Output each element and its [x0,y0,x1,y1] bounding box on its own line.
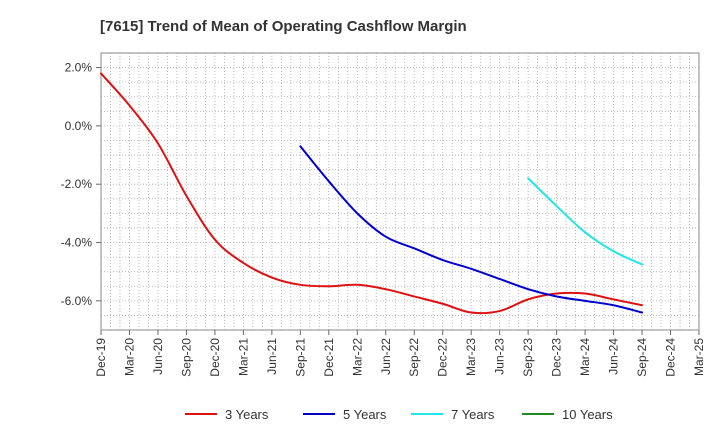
y-tick-label: 2.0% [65,61,93,75]
legend-label: 5 Years [343,407,387,422]
x-tick-label: Sep-23 [521,338,535,377]
series-line-5-years [299,145,644,314]
y-tick-label: -2.0% [61,177,93,191]
y-tick-label: -6.0% [61,294,93,308]
x-tick-label: Dec-19 [94,338,108,377]
x-tick-label: Sep-20 [179,338,193,377]
legend-label: 7 Years [451,407,495,422]
x-tick-label: Dec-20 [208,338,222,377]
series-line-3-years [100,72,644,315]
legend-label: 10 Years [562,407,613,422]
legend: 3 Years 5 Years 7 Years 10 Years [185,407,613,422]
x-axis: Dec-19 Mar-20 Jun-20 Sep-20 Dec-20 Mar-21 Jun-… [94,330,706,377]
x-tick-label: Jun-20 [151,338,165,375]
y-tick-label: 0.0% [65,119,93,133]
x-tick-label: Jun-23 [493,338,507,375]
plot-frame [100,52,700,331]
x-tick-label: Dec-21 [322,338,336,377]
x-tick-label: Jun-24 [607,338,621,375]
y-tick-label: -4.0% [61,236,93,250]
x-tick-label: Mar-23 [464,338,478,376]
x-tick-label: Sep-22 [407,338,421,377]
x-tick-label: Dec-23 [550,338,564,377]
x-tick-label: Sep-21 [293,338,307,377]
x-tick-label: Mar-25 [692,338,706,376]
chart-title: [7615] Trend of Mean of Operating Cashfl… [100,18,467,35]
y-axis: 2.0% 0.0% -2.0% -4.0% -6.0% [61,61,101,308]
x-tick-label: Mar-20 [122,338,136,376]
grid [101,53,699,330]
series-lines [100,72,644,315]
x-tick-label: Sep-24 [635,338,649,377]
x-tick-label: Dec-24 [664,338,678,377]
x-tick-label: Mar-24 [578,338,592,376]
x-tick-label: Jun-21 [265,338,279,375]
legend-label: 3 Years [225,407,269,422]
series-line-7-years [527,177,644,266]
x-tick-label: Mar-21 [236,338,250,376]
x-tick-label: Mar-22 [350,338,364,376]
x-tick-label: Jun-22 [379,338,393,375]
x-tick-label: Dec-22 [436,338,450,377]
